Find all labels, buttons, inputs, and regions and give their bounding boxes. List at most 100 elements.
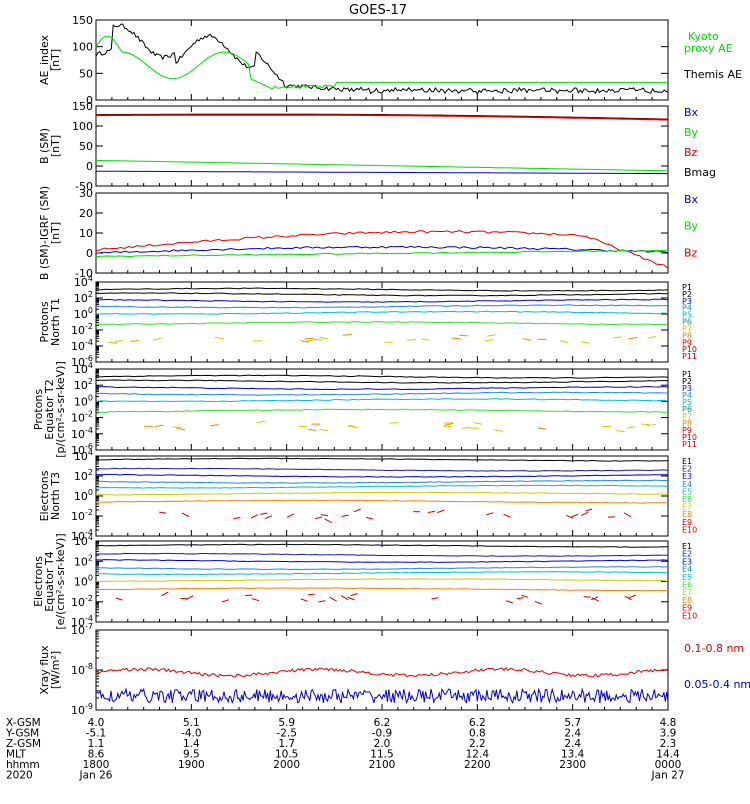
proton-sparse-segment bbox=[305, 338, 314, 339]
legend-entry: P11 bbox=[682, 440, 697, 449]
legend-line: 0.05-0.4 nm bbox=[684, 678, 750, 691]
proton-channel-line bbox=[96, 293, 668, 296]
proton-channel-line bbox=[96, 305, 668, 308]
electron-sparse-segment bbox=[535, 601, 542, 604]
electron-sparse-segment bbox=[182, 513, 189, 516]
electron-sparse-segment bbox=[584, 597, 591, 598]
bx-line bbox=[96, 171, 668, 173]
x-tick-label-hhmm: 2300 bbox=[559, 759, 586, 771]
dbx-line bbox=[96, 246, 668, 253]
legend-line: Bz bbox=[684, 246, 698, 259]
electron-sparse-segment bbox=[251, 515, 258, 518]
y-tick-label: 10-7 bbox=[71, 622, 93, 637]
traces bbox=[96, 375, 668, 432]
traces bbox=[96, 288, 668, 344]
proton-sparse-segment bbox=[319, 337, 328, 339]
dby-line bbox=[96, 250, 668, 257]
legend-line: Bz bbox=[684, 146, 698, 159]
y-tick-label: 10-8 bbox=[71, 662, 93, 677]
legend-entry: E10 bbox=[682, 611, 697, 620]
y-tick-exponent: -4 bbox=[85, 338, 93, 347]
proton-sparse-segment bbox=[343, 335, 352, 336]
y-tick-label: 10 bbox=[79, 227, 93, 240]
legend-line: By bbox=[684, 220, 699, 233]
legend-line: Bx bbox=[684, 106, 699, 119]
y-tick-exponent: 4 bbox=[88, 448, 93, 457]
x-tick-label-hhmm: 1900 bbox=[178, 759, 205, 771]
xray-long-line bbox=[96, 668, 668, 677]
proton-channel-line bbox=[96, 311, 668, 314]
proton-sparse-segment bbox=[348, 426, 357, 427]
proton-sparse-segment bbox=[538, 339, 547, 340]
electron-sparse-segment bbox=[234, 518, 241, 519]
proton-channel-line bbox=[96, 392, 668, 395]
proton-sparse-segment bbox=[257, 421, 266, 423]
proton-channel-line bbox=[96, 288, 668, 291]
electron-sparse-segment bbox=[287, 514, 294, 518]
electron-channel-line bbox=[96, 572, 668, 575]
y-tick-label: 104 bbox=[74, 274, 93, 289]
proton-sparse-segment bbox=[538, 428, 547, 429]
electron-sparse-segment bbox=[351, 594, 358, 596]
y-tick-exponent: 4 bbox=[88, 274, 93, 283]
y-tick-exponent: 0 bbox=[88, 574, 93, 583]
legend-line: By bbox=[684, 126, 699, 139]
y-tick-exponent: -8 bbox=[85, 662, 93, 671]
proton-sparse-segment bbox=[473, 423, 482, 425]
proton-channel-line bbox=[96, 387, 668, 390]
legend-entry: Bx bbox=[684, 193, 699, 206]
y-tick-exponent: 0 bbox=[88, 488, 93, 497]
y-tick-label: 0 bbox=[86, 160, 93, 173]
y-tick-exponent: 0 bbox=[88, 306, 93, 315]
y-tick-exponent: 2 bbox=[88, 553, 93, 562]
electron-sparse-segment bbox=[325, 519, 332, 523]
y-tick-exponent: -4 bbox=[85, 426, 93, 435]
legend-entry: Themis AE bbox=[683, 68, 742, 81]
electron-sparse-segment bbox=[354, 509, 361, 512]
y-tick-label: 10-2 bbox=[71, 322, 93, 337]
x-tick-label-date: Jan 27 bbox=[651, 770, 685, 782]
electron-sparse-segment bbox=[161, 592, 168, 596]
y-tick-label: 10-9 bbox=[71, 702, 93, 717]
electron-sparse-segment bbox=[252, 599, 259, 601]
proton-sparse-segment bbox=[215, 338, 224, 339]
electron-sparse-segment bbox=[342, 515, 349, 517]
y-axis-label-line: [nT] bbox=[49, 49, 62, 71]
proton-sparse-segment bbox=[109, 342, 118, 343]
traces bbox=[96, 458, 668, 522]
electron-sparse-segment bbox=[315, 517, 322, 519]
y-axis-label: ProtonsEquator T2[p/(cm²-s-sr-keV)] bbox=[32, 361, 67, 458]
legend-line: Bx bbox=[684, 193, 699, 206]
electron-sparse-segment bbox=[260, 513, 267, 514]
proton-sparse-segment bbox=[443, 426, 452, 427]
y-tick-exponent: -2 bbox=[85, 508, 93, 517]
electron-sparse-segment bbox=[581, 512, 588, 515]
legend-entry: Bz bbox=[684, 246, 698, 259]
legend-line: Themis AE bbox=[683, 68, 742, 81]
electron-channel-line bbox=[96, 492, 668, 495]
y-tick-exponent: -2 bbox=[85, 322, 93, 331]
proton-sparse-segment bbox=[462, 427, 471, 428]
electron-sparse-segment bbox=[521, 595, 528, 597]
electron-sparse-segment bbox=[428, 511, 435, 512]
proton-channel-line bbox=[96, 409, 668, 412]
electron-sparse-segment bbox=[159, 512, 166, 513]
electron-sparse-segment bbox=[222, 600, 229, 602]
y-tick-label: 100 bbox=[72, 41, 93, 54]
electron-sparse-segment bbox=[366, 517, 373, 519]
legend-entry: E10 bbox=[682, 525, 697, 534]
electron-channel-line bbox=[96, 588, 668, 591]
y-tick-label: 104 bbox=[74, 361, 93, 376]
y-axis-label: AE_index[nT] bbox=[38, 34, 62, 85]
y-tick-label: 100 bbox=[74, 306, 93, 321]
y-tick-exponent: -9 bbox=[85, 702, 93, 711]
proton-channel-line bbox=[96, 399, 668, 402]
y-tick-exponent: 4 bbox=[88, 361, 93, 370]
y-tick-label: 150 bbox=[72, 100, 93, 113]
electron-channel-line bbox=[96, 500, 668, 503]
legend-entry: By bbox=[684, 220, 699, 233]
proton-channel-line bbox=[96, 322, 668, 325]
x-tick-label-date: Jan 26 bbox=[79, 770, 113, 782]
y-tick-label: 10-2 bbox=[71, 508, 93, 523]
